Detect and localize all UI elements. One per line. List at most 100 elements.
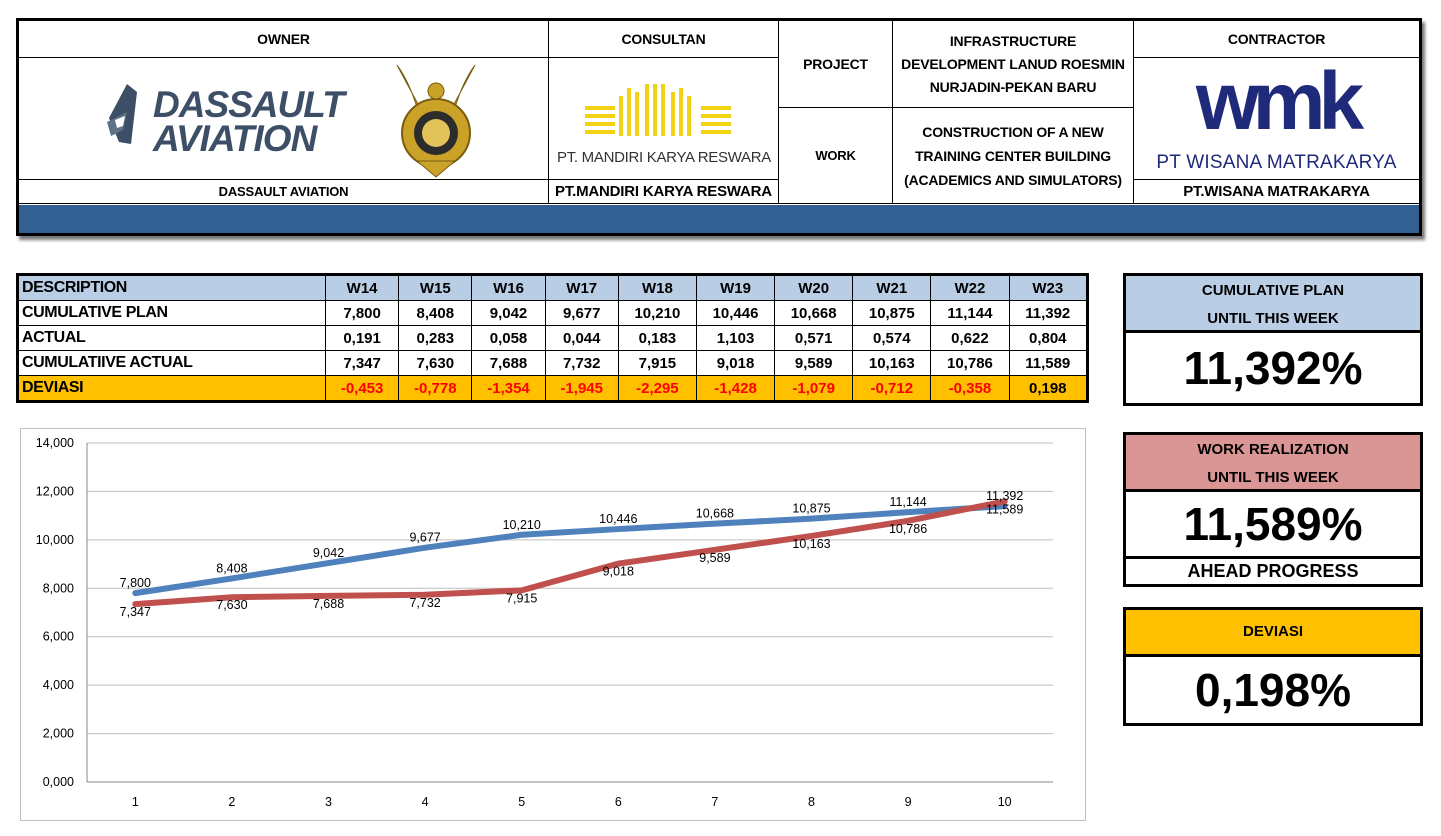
owner-logo-line1: DASSAULT bbox=[153, 84, 345, 125]
work-label: WORK bbox=[779, 108, 893, 204]
table-cell: 10,786 bbox=[930, 350, 1010, 376]
contractor-label: CONTRACTOR bbox=[1134, 21, 1419, 58]
contractor-logo-mark: wmk bbox=[1195, 56, 1364, 147]
work-realization-caption: WORK REALIZATION UNTIL THIS WEEK bbox=[1126, 435, 1420, 492]
table-cell: 7,630 bbox=[398, 350, 473, 376]
x-tick-label: 9 bbox=[905, 795, 912, 809]
description-header: DESCRIPTION bbox=[17, 274, 326, 301]
row-label: CUMULATIVE PLAN bbox=[17, 300, 326, 326]
series-line-1 bbox=[132, 503, 1008, 597]
table-cell: -2,295 bbox=[617, 375, 697, 402]
consultant-logo-area: PT. MANDIRI KARYA RESWARA bbox=[549, 58, 779, 180]
week-header: W23 bbox=[1008, 274, 1089, 301]
week-header: W18 bbox=[617, 274, 697, 301]
caption-line: WORK REALIZATION bbox=[1197, 441, 1349, 458]
consultant-label: CONSULTAN bbox=[549, 21, 779, 58]
y-tick-label: 6,000 bbox=[43, 630, 74, 644]
data-label: 7,347 bbox=[120, 605, 151, 619]
table-row-cumulative-plan: CUMULATIVE PLAN 7,800 8,408 9,042 9,677 … bbox=[17, 300, 1089, 326]
table-row-actual: ACTUAL 0,191 0,283 0,058 0,044 0,183 1,1… bbox=[17, 325, 1089, 351]
row-label: ACTUAL bbox=[17, 325, 326, 351]
data-label: 7,915 bbox=[506, 591, 537, 605]
data-label: 8,408 bbox=[216, 561, 247, 575]
consultant-name: PT.MANDIRI KARYA RESWARA bbox=[549, 180, 779, 204]
air-force-eagle-emblem-icon bbox=[396, 64, 476, 178]
table-cell: 10,875 bbox=[852, 300, 932, 326]
table-cell: -0,778 bbox=[398, 375, 473, 402]
progress-line-chart: 0,000 2,000 4,000 6,000 8,000 10,000 12,000 14,… bbox=[36, 436, 1053, 809]
data-label: 11,589 bbox=[986, 502, 1023, 516]
contractor-logo-text: PT WISANA MATRAKARYA bbox=[1156, 152, 1397, 173]
caption-line: UNTIL THIS WEEK bbox=[1207, 310, 1339, 327]
data-label: 11,392 bbox=[986, 489, 1023, 503]
y-tick-label: 12,000 bbox=[36, 484, 74, 498]
work-realization-value: 11,589% bbox=[1126, 492, 1420, 559]
week-header: W16 bbox=[471, 274, 546, 301]
deviasi-box: DEVIASI 0,198% bbox=[1123, 607, 1423, 726]
week-header: W20 bbox=[774, 274, 854, 301]
data-label: 9,042 bbox=[313, 546, 344, 560]
project-label: PROJECT bbox=[779, 21, 893, 108]
y-tick-label: 14,000 bbox=[36, 436, 74, 450]
y-tick-label: 4,000 bbox=[43, 678, 74, 692]
table-cell: 11,589 bbox=[1008, 350, 1089, 376]
table-cell: 7,732 bbox=[544, 350, 619, 376]
caption-line: UNTIL THIS WEEK bbox=[1207, 469, 1339, 486]
table-cell: 0,574 bbox=[852, 325, 932, 351]
series-line-2 bbox=[132, 498, 1008, 608]
table-cell: 9,018 bbox=[695, 350, 776, 376]
table-cell: 9,589 bbox=[774, 350, 854, 376]
data-label: 11,144 bbox=[889, 495, 926, 509]
x-tick-label: 7 bbox=[711, 795, 718, 809]
owner-logo-area: DASSAULT AVIATION bbox=[19, 58, 549, 180]
table-cell: -1,428 bbox=[695, 375, 776, 402]
mandiri-building-logo-icon bbox=[585, 84, 731, 136]
deviasi-caption: DEVIASI bbox=[1126, 610, 1420, 657]
consultant-logo-text: PT. MANDIRI KARYA RESWARA bbox=[557, 148, 771, 166]
table-cell: 7,347 bbox=[324, 350, 400, 376]
x-tick-label: 8 bbox=[808, 795, 815, 809]
dassault-emblem-icon bbox=[107, 84, 137, 144]
table-cell: 11,144 bbox=[930, 300, 1010, 326]
y-tick-label: 2,000 bbox=[43, 727, 74, 741]
table-cell: 9,677 bbox=[544, 300, 619, 326]
table-cell: 7,800 bbox=[324, 300, 400, 326]
y-tick-label: 0,000 bbox=[43, 775, 74, 789]
table-cell: 7,915 bbox=[617, 350, 697, 376]
contractor-name: PT.WISANA MATRAKARYA bbox=[1134, 180, 1419, 204]
row-label: CUMULATIIVE ACTUAL bbox=[17, 350, 326, 376]
owner-logo-line2: AVIATION bbox=[153, 118, 317, 159]
table-row-deviasi: DEVIASI -0,453 -0,778 -1,354 -1,945 -2,2… bbox=[17, 375, 1089, 402]
data-label: 7,800 bbox=[120, 576, 151, 590]
week-header: W21 bbox=[852, 274, 932, 301]
table-cell: -0,358 bbox=[930, 375, 1010, 402]
caption-line: CUMULATIVE PLAN bbox=[1201, 282, 1345, 299]
cumulative-plan-value: 11,392% bbox=[1183, 342, 1363, 394]
y-tick-label: 8,000 bbox=[43, 581, 74, 595]
table-cell: 10,163 bbox=[852, 350, 932, 376]
table-cell: 0,183 bbox=[617, 325, 697, 351]
table-cell: 0,622 bbox=[930, 325, 1010, 351]
row-label: DEVIASI bbox=[17, 375, 326, 402]
table-cell: -0,453 bbox=[324, 375, 400, 402]
progress-status: AHEAD PROGRESS bbox=[1187, 561, 1359, 581]
week-header: W19 bbox=[695, 274, 776, 301]
x-tick-label: 1 bbox=[132, 795, 139, 809]
y-tick-label: 10,000 bbox=[36, 533, 74, 547]
progress-table: DESCRIPTION W14 W15 W16 W17 W18 W19 W20 … bbox=[16, 273, 1089, 403]
progress-chart: 0,000 2,000 4,000 6,000 8,000 10,000 12,000 14,… bbox=[20, 428, 1086, 821]
table-cell: 11,392 bbox=[1008, 300, 1089, 326]
contractor-logo-area: wmk PT WISANA MATRAKARYA bbox=[1134, 56, 1419, 180]
data-label: 10,786 bbox=[889, 522, 927, 536]
data-label: 10,446 bbox=[599, 512, 637, 526]
data-label: 7,688 bbox=[313, 597, 344, 611]
week-header: W15 bbox=[398, 274, 473, 301]
header-stripe bbox=[19, 205, 1419, 233]
data-label: 10,163 bbox=[792, 537, 830, 551]
x-tick-label: 4 bbox=[422, 795, 429, 809]
cumulative-plan-caption: CUMULATIVE PLAN UNTIL THIS WEEK bbox=[1126, 276, 1420, 333]
data-label: 7,732 bbox=[409, 596, 440, 610]
project-header: OWNER DASSAULT AVIATION DASSAULT AVIATIO… bbox=[16, 18, 1422, 236]
x-tick-label: 3 bbox=[325, 795, 332, 809]
table-cell: 0,191 bbox=[324, 325, 400, 351]
